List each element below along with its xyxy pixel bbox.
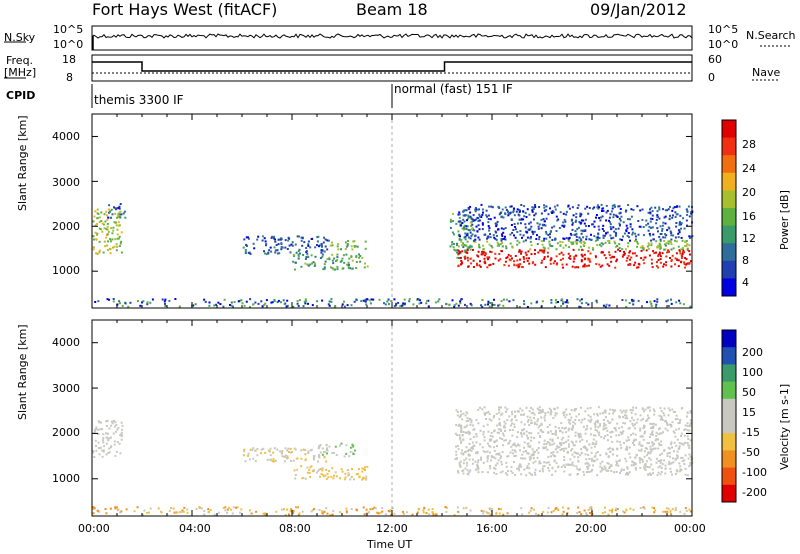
xtick-2400: 00:00 xyxy=(674,522,706,535)
freq-tick-bottom: 8 xyxy=(66,71,73,84)
nsky-label: N.Sky xyxy=(4,31,36,44)
nsearch-label: N.Search xyxy=(746,29,796,42)
xtick-0800: 08:00 xyxy=(279,522,311,535)
station-title: Fort Hays West (fitACF) xyxy=(92,0,278,19)
power-cbar-tick-28: 28 xyxy=(742,138,756,151)
nave-label: Nave xyxy=(752,66,781,79)
velocity-ytick-1000: 1000 xyxy=(52,472,80,485)
nsearch-tick-top: 10^5 xyxy=(708,23,739,36)
power-colorbar-swatch-7 xyxy=(722,225,736,244)
velocity-region-6 xyxy=(454,406,692,436)
velocity-ylabel: Slant Range [km] xyxy=(16,324,29,420)
beam-title: Beam 18 xyxy=(356,0,428,19)
power-colorbar-swatch-2 xyxy=(722,137,736,156)
power-colorbar-swatch-9 xyxy=(722,260,736,279)
cpid-label: CPID xyxy=(6,89,36,102)
freq-trace xyxy=(92,61,692,72)
power-region-1 xyxy=(92,208,123,255)
velocity-region-3 xyxy=(317,442,357,458)
velocity-cbar-tick-neg50: -50 xyxy=(742,446,760,459)
power-colorbar-label: Power [dB] xyxy=(778,190,791,250)
velocity-colorbar-swatch-1 xyxy=(722,330,736,348)
nsky-tick-bottom: 10^0 xyxy=(53,38,84,51)
velocity-cbar-tick-100: 100 xyxy=(742,366,763,379)
power-region-8 xyxy=(457,239,691,251)
power-ytick-4000: 4000 xyxy=(52,130,80,143)
power-cbar-tick-20: 20 xyxy=(742,186,756,199)
velocity-ytick-4000: 4000 xyxy=(52,336,80,349)
nsky-panel-frame xyxy=(91,25,693,51)
velocity-region-4 xyxy=(242,447,329,463)
xtick-2000: 20:00 xyxy=(575,522,607,535)
velocity-cbar-tick-15: 15 xyxy=(742,406,756,419)
power-colorbar-swatch-6 xyxy=(722,208,736,227)
velocity-region-5 xyxy=(454,433,694,477)
velocity-colorbar-swatch-10 xyxy=(722,484,736,503)
power-colorbar-swatch-8 xyxy=(722,243,736,262)
freq-unit-label: [MHz] xyxy=(4,66,37,79)
power-ytick-1000: 1000 xyxy=(52,264,80,277)
power-region-3 xyxy=(292,253,369,271)
power-region-2 xyxy=(107,203,127,219)
velocity-colorbar-swatch-3 xyxy=(722,364,736,383)
power-cbar-tick-8: 8 xyxy=(742,254,749,267)
power-colorbar-swatch-10 xyxy=(722,278,736,297)
velocity-colorbar-swatch-6 xyxy=(722,416,736,434)
velocity-cbar-tick-50: 50 xyxy=(742,386,756,399)
velocity-ground-scatter xyxy=(92,506,692,516)
freq-tick-top: 18 xyxy=(62,53,76,66)
date-title: 09/Jan/2012 xyxy=(590,0,687,19)
velocity-colorbar-swatch-9 xyxy=(722,467,736,486)
power-ytick-2000: 2000 xyxy=(52,220,80,233)
nsky-tick-top: 10^5 xyxy=(53,23,84,36)
power-cbar-tick-4: 4 xyxy=(742,276,749,289)
power-region-5 xyxy=(242,235,330,256)
power-cbar-tick-24: 24 xyxy=(742,162,756,175)
freq-panel-frame xyxy=(91,54,693,82)
freq-label: Freq. xyxy=(6,54,34,67)
velocity-colorbar-frame xyxy=(721,329,737,503)
velocity-region-1 xyxy=(92,419,124,458)
velocity-cbar-tick-neg200: -200 xyxy=(742,486,767,499)
power-colorbar-swatch-3 xyxy=(722,155,736,174)
power-ytick-3000: 3000 xyxy=(52,176,80,189)
power-colorbar-swatch-5 xyxy=(722,190,736,209)
velocity-colorbar-swatch-5 xyxy=(722,398,736,417)
power-region-6 xyxy=(449,212,474,260)
cpid-segment-1: themis 3300 IF xyxy=(94,93,184,107)
nsky-trace xyxy=(91,33,693,39)
velocity-cbar-tick-200: 200 xyxy=(742,346,763,359)
velocity-cbar-tick-neg15: -15 xyxy=(742,426,760,439)
velocity-ytick-2000: 2000 xyxy=(52,426,80,439)
xtick-0000: 00:00 xyxy=(78,522,110,535)
velocity-region-2 xyxy=(293,465,369,481)
power-colorbar-swatch-1 xyxy=(722,120,736,139)
xtick-0400: 04:00 xyxy=(179,522,211,535)
power-colorbar-frame xyxy=(721,119,737,297)
velocity-colorbar-label: Velocity [m s-1] xyxy=(778,383,791,470)
xtick-1200: 12:00 xyxy=(376,522,408,535)
xtick-1600: 16:00 xyxy=(476,522,508,535)
nave-tick-top: 60 xyxy=(708,53,722,66)
nave-tick-bottom: 0 xyxy=(708,71,715,84)
velocity-colorbar-swatch-7 xyxy=(722,433,736,451)
power-region-4 xyxy=(329,240,367,251)
cpid-segment-2: normal (fast) 151 IF xyxy=(394,82,513,96)
xlabel-time-ut: Time UT xyxy=(367,538,413,551)
power-colorbar-swatch-4 xyxy=(722,172,736,191)
power-region-9 xyxy=(457,203,694,242)
power-cbar-tick-16: 16 xyxy=(742,210,756,223)
power-region-7 xyxy=(457,248,692,269)
nsearch-tick-bottom: 10^0 xyxy=(708,38,739,51)
power-cbar-tick-12: 12 xyxy=(742,232,756,245)
velocity-colorbar-swatch-4 xyxy=(722,381,736,400)
velocity-colorbar-swatch-8 xyxy=(722,450,736,469)
velocity-cbar-tick-neg100: -100 xyxy=(742,466,767,479)
velocity-ytick-3000: 3000 xyxy=(52,382,80,395)
velocity-colorbar-swatch-2 xyxy=(722,347,736,365)
power-ground-scatter xyxy=(94,298,692,308)
power-ylabel: Slant Range [km] xyxy=(16,115,29,211)
